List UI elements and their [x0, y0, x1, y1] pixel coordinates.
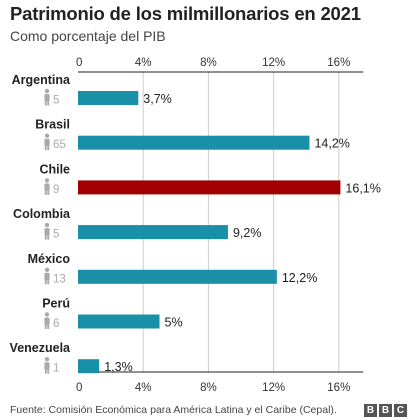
person-icon — [44, 88, 50, 106]
person-icon-head — [44, 88, 50, 94]
billionaire-count: 1 — [53, 363, 59, 375]
axis-lines — [78, 71, 364, 373]
x-tick-label: 16% — [327, 57, 350, 69]
category-label: México — [28, 252, 71, 266]
bar-chart: 0 4% 8% 12% 16% 0 4% 8% 12% 16% Argentina 5 3,7% Br… — [10, 57, 381, 394]
chart-row-brasil: Brasil 65 14,2% — [35, 118, 350, 152]
person-icon — [44, 312, 50, 329]
value-label: 1,3% — [104, 360, 133, 374]
bar — [78, 359, 100, 374]
person-icon-head — [44, 267, 50, 272]
bbc-logo: B B C — [364, 404, 407, 417]
category-label: Brasil — [35, 118, 70, 132]
bbc-logo-letter: B — [379, 404, 392, 417]
person-icon-head — [44, 222, 50, 228]
person-icon-leg — [44, 100, 47, 106]
bar — [78, 91, 139, 105]
x-tick-label: 8% — [200, 382, 217, 394]
person-icon-leg — [47, 279, 50, 285]
chart-title: Patrimonio de los milmillonarios en 2021 — [10, 3, 361, 24]
x-tick-label: 16% — [327, 382, 350, 394]
bar — [78, 314, 160, 329]
x-tick-label: 12% — [262, 57, 285, 69]
value-label: 3,7% — [143, 92, 172, 106]
person-icon-head — [44, 178, 50, 183]
bar — [78, 269, 277, 284]
category-label: Perú — [42, 297, 70, 311]
person-icon-leg — [47, 100, 50, 106]
bar — [78, 135, 310, 150]
category-label: Chile — [39, 162, 70, 176]
person-icon-leg — [47, 145, 50, 151]
person-icon-body — [44, 228, 50, 236]
category-label: Venezuela — [10, 341, 71, 355]
person-icon-leg — [44, 145, 47, 151]
person-icon-body — [44, 317, 50, 325]
person-icon-body — [44, 183, 50, 191]
billionaire-count: 65 — [53, 139, 66, 151]
bottom-tick-labels: 0 4% 8% 12% 16% — [76, 382, 350, 394]
person-icon — [44, 178, 50, 195]
x-tick-label: 12% — [262, 382, 285, 394]
person-icon-body — [44, 138, 50, 147]
value-label: 14,2% — [314, 137, 349, 151]
person-icon — [44, 267, 50, 285]
chart-row-argentina: Argentina 5 3,7% — [12, 73, 172, 107]
value-label: 9,2% — [233, 226, 262, 240]
top-tick-labels: 0 4% 8% 12% 16% — [76, 57, 350, 69]
chart-subtitle: Como porcentaje del PIB — [10, 28, 166, 44]
bar — [78, 225, 228, 240]
person-icon-leg — [44, 368, 47, 374]
person-icon-leg — [47, 324, 50, 329]
category-label: Argentina — [12, 73, 71, 87]
chart-row-perú: Perú 6 5% — [42, 297, 182, 331]
chart-row-chile: Chile 9 16,1% — [39, 162, 380, 196]
x-tick-label: 0 — [76, 57, 82, 69]
chart-row-colombia: Colombia 5 9,2% — [13, 207, 261, 241]
x-tick-label: 4% — [135, 57, 152, 69]
person-icon-body — [44, 362, 50, 370]
person-icon — [44, 357, 50, 374]
chart-row-méxico: México 13 12,2% — [28, 252, 318, 286]
bbc-logo-letter: B — [364, 404, 377, 417]
billionaire-count: 5 — [53, 229, 59, 241]
person-icon — [44, 222, 50, 240]
category-label: Colombia — [13, 207, 71, 221]
person-icon-head — [44, 133, 50, 138]
billionaire-count: 13 — [53, 273, 66, 285]
billionaire-count: 6 — [53, 318, 59, 330]
x-tick-label: 8% — [200, 57, 217, 69]
person-icon-leg — [44, 189, 47, 195]
bar — [78, 180, 341, 195]
value-label: 16,1% — [345, 181, 380, 195]
person-icon-leg — [47, 368, 50, 374]
billionaire-count: 5 — [53, 95, 59, 107]
person-icon-leg — [44, 324, 47, 329]
billionaire-count: 9 — [53, 184, 59, 196]
chart-row-venezuela: Venezuela 1 1,3% — [10, 341, 133, 375]
value-label: 5% — [165, 316, 183, 330]
x-tick-label: 0 — [76, 382, 82, 394]
person-icon-leg — [44, 234, 47, 240]
person-icon-leg — [44, 279, 47, 285]
value-label: 12,2% — [282, 271, 317, 285]
bbc-logo-letter: C — [394, 404, 407, 417]
person-icon-body — [44, 272, 50, 281]
person-icon-leg — [47, 234, 50, 240]
person-icon-leg — [47, 189, 50, 195]
person-icon — [44, 133, 50, 151]
x-tick-label: 4% — [135, 382, 152, 394]
person-icon-head — [44, 357, 50, 362]
person-icon-body — [44, 94, 50, 102]
source-note: Fuente: Comisión Económica para América … — [10, 404, 337, 416]
person-icon-head — [44, 312, 50, 317]
